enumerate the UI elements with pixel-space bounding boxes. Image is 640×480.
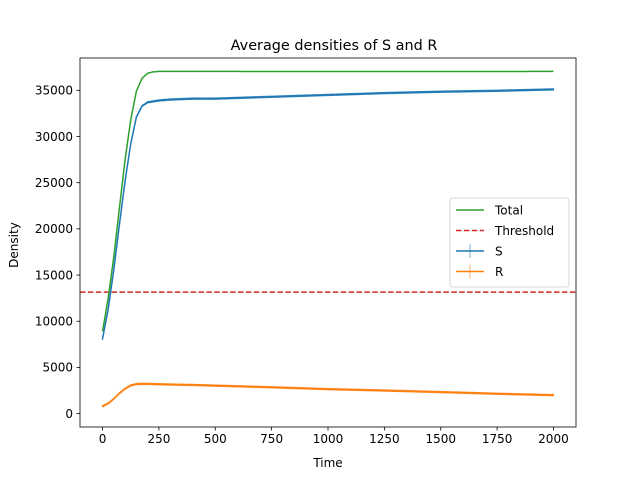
- legend: Total Threshold SR: [449, 197, 570, 288]
- x-tick-label: 750: [260, 432, 283, 446]
- legend-r-label: R: [495, 265, 503, 279]
- legend-threshold-label: Threshold: [494, 224, 554, 238]
- y-tick-label: 25000: [35, 176, 73, 190]
- series-layer: [80, 70, 576, 408]
- series-s-line: [101, 88, 554, 339]
- axes-layer: 0 250 500 750 1000 1250 1500 1750 20000500010000…: [35, 57, 577, 446]
- chart-title: Average densities of S and R: [231, 38, 438, 54]
- legend-s-label: S: [495, 244, 503, 258]
- legend-box: [449, 197, 570, 288]
- x-tick-label: 1500: [425, 432, 456, 446]
- series-r-line: [102, 383, 554, 407]
- x-tick-label: 500: [204, 432, 227, 446]
- y-tick-label: 0: [65, 407, 73, 421]
- x-tick-label: 0: [99, 432, 107, 446]
- x-tick-label: 2000: [538, 432, 569, 446]
- y-tick-label: 10000: [35, 315, 73, 329]
- x-tick-label: 1250: [369, 432, 400, 446]
- x-axis-label: Time: [312, 456, 342, 470]
- y-tick-label: 30000: [35, 130, 73, 144]
- series-total-line: [101, 70, 554, 332]
- y-tick-label: 5000: [42, 361, 73, 375]
- y-tick-label: 35000: [35, 84, 73, 98]
- x-tick-label: 250: [147, 432, 170, 446]
- legend-total-label: Total: [494, 203, 523, 217]
- series-r-error-bars: [102, 382, 554, 408]
- x-tick-label: 1750: [482, 432, 513, 446]
- y-tick-label: 15000: [35, 268, 73, 282]
- y-tick-label: 20000: [35, 222, 73, 236]
- x-tick-label: 1000: [313, 432, 344, 446]
- y-axis-label: Density: [7, 222, 21, 268]
